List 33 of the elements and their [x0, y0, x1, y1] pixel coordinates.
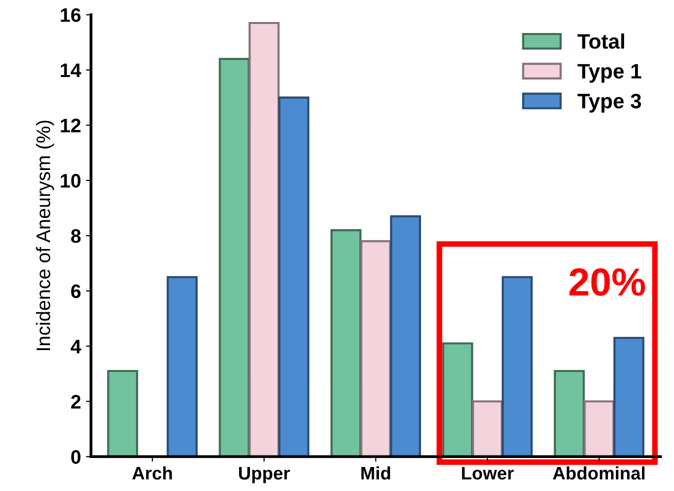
bar — [218, 58, 250, 457]
y-tick-label: 12 — [60, 118, 80, 132]
legend-label: Type 3 — [578, 94, 642, 113]
bar — [554, 370, 585, 457]
x-tick-label: Upper — [239, 467, 290, 484]
y-tick-label: 0 — [71, 450, 80, 464]
bar — [584, 400, 615, 457]
bar — [248, 22, 280, 457]
bar — [390, 215, 422, 457]
y-tick-label: 14 — [60, 64, 82, 78]
y-tick-label: 6 — [71, 284, 81, 298]
x-tick-label: Abdominal — [552, 466, 644, 480]
bar — [360, 240, 392, 457]
bar — [613, 336, 644, 457]
bar — [166, 276, 198, 457]
bar — [442, 342, 474, 457]
legend-label: Total — [578, 33, 624, 49]
y-axis-title: Incidence of Aneurysm (%) — [36, 120, 54, 350]
y-tick-label: 2 — [71, 394, 80, 408]
bar — [107, 370, 138, 457]
y-tick-label: 4 — [70, 340, 82, 354]
bar — [330, 229, 362, 457]
annotation: 20% — [570, 268, 645, 296]
x-tick-label: Lower — [462, 467, 514, 480]
x-tick-label: Arch — [132, 466, 172, 480]
bar — [502, 276, 533, 457]
bar — [278, 96, 310, 457]
y-tick-label: 8 — [71, 229, 81, 243]
y-tick-label: 16 — [60, 8, 81, 22]
legend-label: Type 1 — [578, 64, 642, 83]
y-tick-label: 10 — [60, 174, 80, 188]
x-tick-label: Mid — [361, 466, 390, 480]
bar — [472, 400, 503, 457]
